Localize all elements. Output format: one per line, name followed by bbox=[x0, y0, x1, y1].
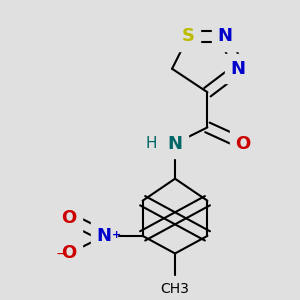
Text: N: N bbox=[218, 28, 232, 46]
Text: −: − bbox=[55, 247, 67, 261]
Text: +: + bbox=[112, 230, 121, 240]
Text: N: N bbox=[167, 134, 182, 152]
Text: N: N bbox=[231, 60, 246, 78]
Text: H: H bbox=[146, 136, 157, 151]
Text: O: O bbox=[235, 134, 250, 152]
Text: N: N bbox=[97, 227, 112, 245]
Text: O: O bbox=[61, 209, 77, 227]
Text: S: S bbox=[182, 28, 195, 46]
Text: CH3: CH3 bbox=[160, 282, 190, 296]
Text: O: O bbox=[61, 244, 77, 262]
